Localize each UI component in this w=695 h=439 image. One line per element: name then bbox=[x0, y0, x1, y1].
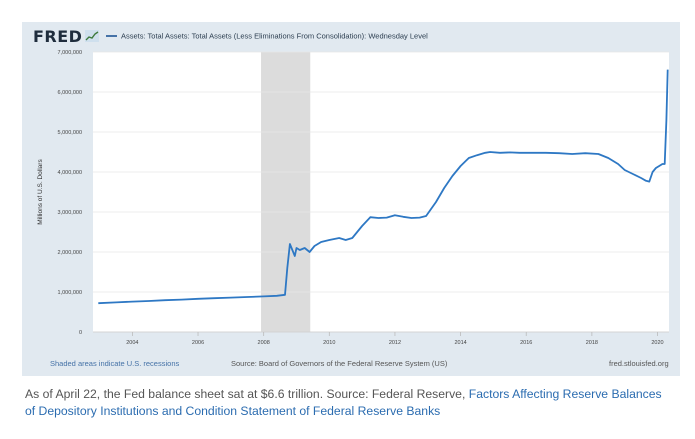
x-tick-labels: 2004 2006 2008 2010 2012 2014 2016 2018 2020 bbox=[93, 331, 669, 346]
y-tick-label: 1,000,000 bbox=[58, 290, 82, 296]
chart-svg: 0 1,000,000 2,000,000 3,000,000 4,000,000 5,0… bbox=[37, 50, 669, 346]
x-tick-label: 2020 bbox=[651, 340, 663, 346]
y-tick-label: 6,000,000 bbox=[58, 90, 82, 96]
caption-link[interactable]: Factors Affecting Reserve Balances of De… bbox=[25, 387, 662, 418]
y-tick-label: 4,000,000 bbox=[58, 170, 82, 176]
x-tick-label: 2006 bbox=[192, 340, 204, 346]
series-layer bbox=[98, 69, 669, 305]
y-tick-labels: 0 1,000,000 2,000,000 3,000,000 4,000,000 5,0… bbox=[58, 50, 82, 336]
chart-panel: FRED Assets: Total Assets: Total Assets … bbox=[22, 22, 680, 376]
x-tick-label: 2010 bbox=[323, 340, 335, 346]
x-tick-label: 2018 bbox=[586, 340, 598, 346]
site-link[interactable]: fred.stlouisfed.org bbox=[609, 359, 669, 368]
image-caption: As of April 22, the Fed balance sheet sa… bbox=[25, 386, 675, 420]
legend-swatch bbox=[106, 35, 117, 38]
fred-logo: FRED bbox=[33, 27, 83, 46]
plot-area bbox=[93, 52, 669, 332]
series-line bbox=[98, 69, 669, 305]
x-tick-label: 2008 bbox=[258, 340, 270, 346]
y-tick-label: 5,000,000 bbox=[58, 130, 82, 136]
y-tick-label: 7,000,000 bbox=[58, 50, 82, 56]
fred-logo-chart-icon bbox=[85, 30, 99, 42]
chart-legend: Assets: Total Assets: Total Assets (Less… bbox=[106, 31, 428, 41]
x-tick-label: 2016 bbox=[520, 340, 532, 346]
recessions-note: Shaded areas indicate U.S. recessions bbox=[50, 359, 180, 368]
x-tick-label: 2012 bbox=[389, 340, 401, 346]
x-tick-label: 2004 bbox=[126, 340, 138, 346]
caption-text: As of April 22, the Fed balance sheet sa… bbox=[25, 387, 466, 401]
y-axis-label: Millions of U.S. Dollars bbox=[37, 159, 44, 225]
y-tick-label: 2,000,000 bbox=[58, 250, 82, 256]
legend-label: Assets: Total Assets: Total Assets (Less… bbox=[121, 31, 428, 41]
x-tick-label: 2014 bbox=[454, 340, 466, 346]
y-tick-label: 3,000,000 bbox=[58, 210, 82, 216]
y-tick-label: 0 bbox=[79, 330, 82, 336]
source-note: Source: Board of Governors of the Federa… bbox=[231, 359, 448, 368]
